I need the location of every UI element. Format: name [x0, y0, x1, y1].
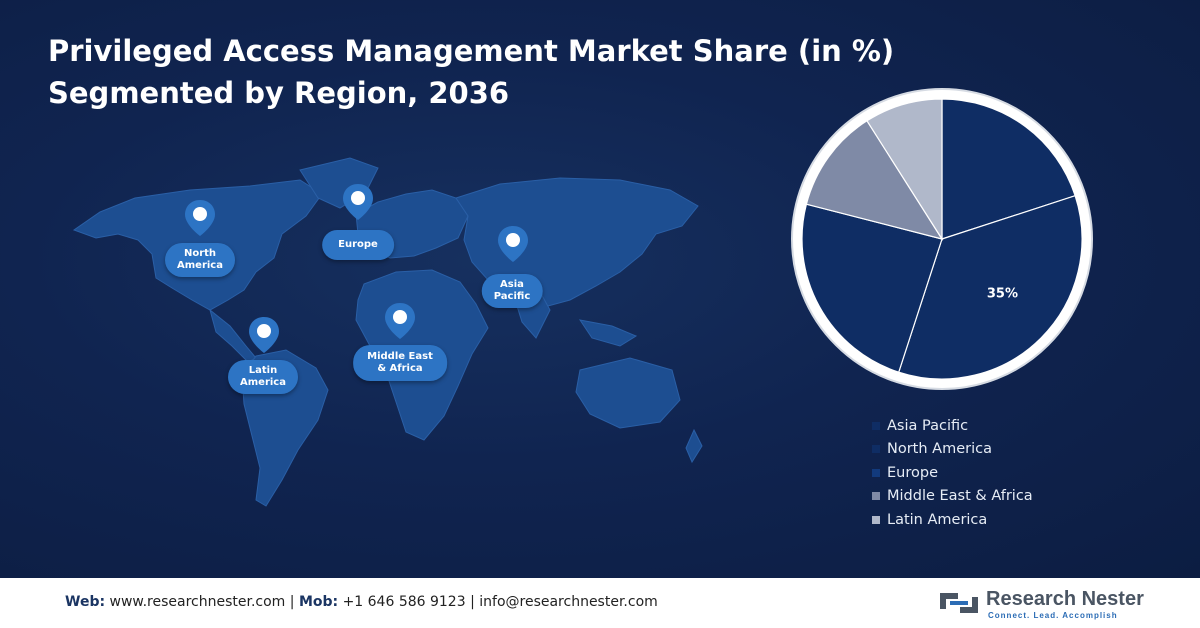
brand-logo: Research Nester Connect. Lead. Accomplis… [936, 587, 1144, 621]
mobile-label: Mob: [298, 594, 339, 610]
pie-slices [801, 98, 1083, 380]
contact-info: Web: www.researchnester.com | Mob: +1 64… [65, 594, 658, 610]
map-pin-icon [343, 184, 373, 220]
legend-swatch [872, 515, 880, 524]
legend-item: Europe [872, 461, 1033, 485]
map-pin-icon [498, 226, 528, 262]
chart-legend: Asia Pacific North America Europe Middle Ea… [872, 414, 1033, 532]
legend-swatch [872, 445, 880, 454]
infographic-canvas: Privileged Access Management Market Shar… [0, 0, 1200, 578]
region-label-middle-east-africa: Middle East & Africa [353, 345, 447, 381]
region-label-latin-america: Latin America [228, 360, 298, 394]
chart-title: Privileged Access Management Market Shar… [48, 30, 894, 114]
map-pin-icon [249, 317, 279, 353]
pie-slice-north-america [897, 194, 1083, 380]
web-link[interactable]: www.researchnester.com [109, 594, 286, 610]
legend-label: North America [887, 441, 992, 458]
web-label: Web: [65, 594, 106, 610]
pie-ring-shadow [791, 88, 1093, 390]
legend-label: Europe [887, 464, 938, 481]
map-new-zealand [685, 428, 703, 464]
footer: Web: www.researchnester.com | Mob: +1 64… [0, 578, 1200, 628]
region-label-europe: Europe [322, 230, 394, 260]
map-pin-icon [385, 303, 415, 339]
pie-data-labels: 35% [987, 286, 1018, 301]
pie-data-label: 35% [987, 286, 1018, 301]
mobile-number: +1 646 586 9123 [342, 594, 466, 610]
region-label-north-america: North America [165, 243, 235, 277]
research-nester-logo-icon [940, 593, 978, 613]
legend-item: Latin America [872, 508, 1033, 532]
separator: | [470, 594, 475, 610]
pie-slice-latin-america [866, 98, 943, 242]
legend-label: Latin America [887, 511, 988, 528]
title-line-1: Privileged Access Management Market Shar… [48, 34, 895, 68]
title-line-2: Segmented by Region, 2036 [48, 76, 510, 110]
pie-slice-europe [801, 203, 943, 373]
map-pin-icon [185, 200, 215, 236]
legend-item: Middle East & Africa [872, 485, 1033, 509]
brand-tagline: Connect. Lead. Accomplish [988, 611, 1118, 620]
region-label-asia-pacific: Asia Pacific [481, 274, 543, 308]
brand-name: Research Nester [986, 588, 1144, 610]
map-southeast-asia [578, 319, 638, 347]
separator: | [289, 594, 295, 610]
pie-chart: 35% [791, 88, 1093, 390]
legend-swatch [872, 421, 880, 430]
email-link[interactable]: info@researchnester.com [479, 594, 658, 610]
map-australia [575, 357, 681, 429]
legend-label: Middle East & Africa [887, 488, 1033, 505]
legend-item: Asia Pacific [872, 414, 1033, 438]
legend-swatch [872, 468, 880, 477]
legend-item: North America [872, 438, 1033, 462]
legend-swatch [872, 492, 880, 501]
pie-slice-asia-pacific [941, 98, 1076, 240]
pie-slice-middle-east-africa [805, 119, 944, 240]
legend-label: Asia Pacific [887, 417, 969, 434]
